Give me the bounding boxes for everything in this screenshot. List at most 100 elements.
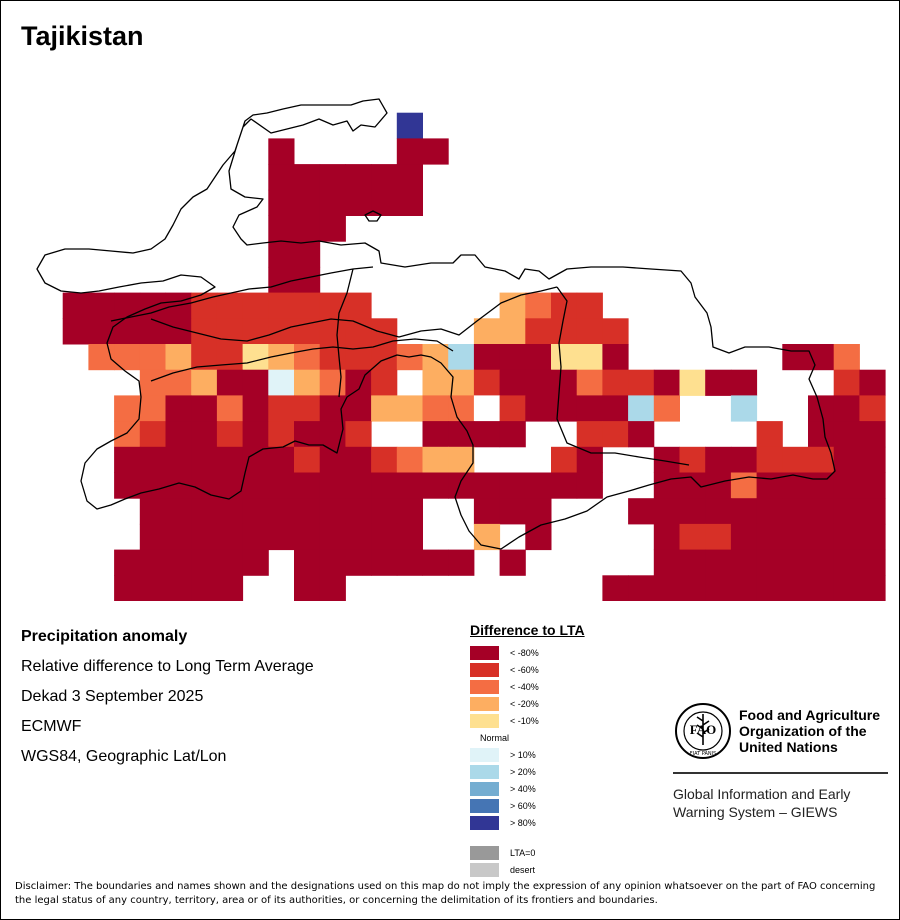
grid-cell: [628, 575, 655, 601]
legend-item-label: > 60%: [510, 800, 536, 811]
grid-cell: [268, 446, 295, 473]
grid-cell: [859, 523, 886, 551]
grid-cell: [859, 369, 886, 396]
grid-cell: [396, 498, 423, 525]
grid-cell: [268, 498, 295, 525]
grid-cell: [576, 292, 603, 319]
grid-cell: [371, 498, 398, 525]
grid-cell: [216, 292, 244, 319]
grid-cell: [294, 421, 321, 448]
grid-cell: [859, 575, 886, 601]
grid-cell: [294, 446, 321, 473]
grid-cell: [602, 421, 629, 448]
grid-cell: [859, 421, 886, 448]
grid-cell: [705, 369, 732, 396]
grid-cell: [165, 498, 192, 525]
grid-cell: [859, 395, 886, 422]
grid-cell: [833, 549, 860, 576]
grid-cell: [396, 112, 423, 139]
grid-cell: [371, 395, 398, 422]
grid-cell: [396, 395, 423, 422]
legend-item-swatch: [470, 747, 499, 762]
anomaly-map: [36, 98, 886, 601]
grid-cell: [216, 421, 244, 448]
grid-cell: [268, 369, 295, 396]
legend-item-label: > 80%: [510, 817, 536, 828]
grid-cell: [114, 446, 141, 473]
legend-item-7: > 20%: [470, 763, 585, 780]
grid-cell: [653, 523, 680, 551]
grid-cell: [679, 549, 706, 576]
grid-cell: [576, 472, 603, 499]
grid-cell: [216, 575, 244, 601]
grid-cell: [268, 395, 295, 422]
grid-cell: [242, 395, 269, 422]
grid-cell: [653, 395, 680, 422]
grid-cell: [268, 472, 295, 499]
grid-cell: [602, 369, 629, 396]
grid-cell: [345, 523, 372, 551]
grid-cell: [730, 549, 758, 576]
grid-cell: [216, 549, 244, 576]
grid-cell: [525, 344, 552, 371]
legend-item-10: > 80%: [470, 814, 585, 831]
legend-item-label: < -80%: [510, 647, 539, 658]
grid-cell: [653, 549, 680, 576]
grid-cell: [576, 395, 603, 422]
grid-cell: [139, 472, 166, 499]
grid-cell: [422, 549, 449, 576]
grid-cell: [705, 472, 732, 499]
grid-cell: [499, 292, 526, 319]
grid-cell: [833, 472, 860, 499]
grid-cell: [319, 369, 346, 396]
grid-cell: [782, 549, 809, 576]
grid-cell: [499, 395, 526, 422]
grid-cell: [499, 369, 526, 396]
grid-cell: [499, 318, 526, 345]
grid-cell: [268, 266, 295, 294]
grid-cell: [448, 549, 475, 576]
grid-cell: [859, 549, 886, 576]
grid-cell: [114, 421, 141, 448]
info-line-4: WGS84, Geographic Lat/Lon: [21, 748, 227, 765]
grid-cell: [448, 421, 475, 448]
grid-cell: [371, 472, 398, 499]
lake-outline: [364, 210, 382, 222]
grid-cell: [268, 215, 295, 242]
grid-cell: [165, 344, 192, 371]
legend-item-6: > 10%: [470, 746, 585, 763]
grid-cell: [473, 344, 501, 371]
grid-cell: [808, 523, 835, 551]
grid-cell: [551, 446, 578, 473]
grid-cell: [576, 344, 603, 371]
grid-cell: [242, 498, 269, 525]
grid-cell: [114, 318, 141, 345]
grid-cell: [448, 446, 475, 473]
legend-extra-swatch: [470, 862, 499, 877]
map-title: Tajikistan: [21, 21, 144, 51]
grid-cell: [422, 421, 449, 448]
giews-name: Global Information and Early Warning Sys…: [673, 786, 851, 820]
grid-cell: [242, 446, 269, 473]
grid-cell: [576, 318, 603, 345]
legend-item-swatch: [470, 815, 499, 830]
grid-cell: [345, 395, 372, 422]
legend-extra: LTA=0 desert: [470, 844, 585, 878]
grid-cell: [165, 318, 192, 345]
grid-cell: [139, 395, 166, 422]
grid-cell: [833, 523, 860, 551]
grid-cell: [473, 318, 501, 345]
grid-cell: [782, 344, 809, 371]
grid-cell: [782, 523, 809, 551]
grid-cell: [525, 395, 552, 422]
grid-cell: [62, 318, 89, 345]
grid-cell: [139, 549, 166, 576]
legend-item-swatch: [470, 764, 499, 779]
grid-cell: [139, 344, 166, 371]
grid-cell: [679, 498, 706, 525]
grid-cell: [473, 472, 501, 499]
grid-cell: [268, 292, 295, 319]
grid-cell: [525, 318, 552, 345]
grid-cell: [191, 472, 218, 499]
grid-cell: [165, 421, 192, 448]
